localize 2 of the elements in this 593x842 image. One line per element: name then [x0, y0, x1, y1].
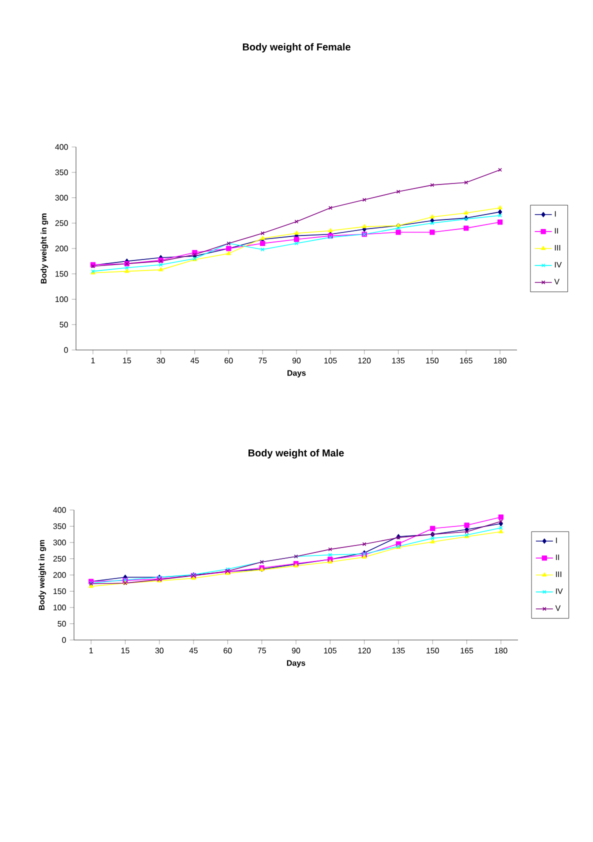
chart-title: Body weight of Male [248, 449, 344, 458]
chart-title: Body weight of Female [242, 43, 350, 52]
